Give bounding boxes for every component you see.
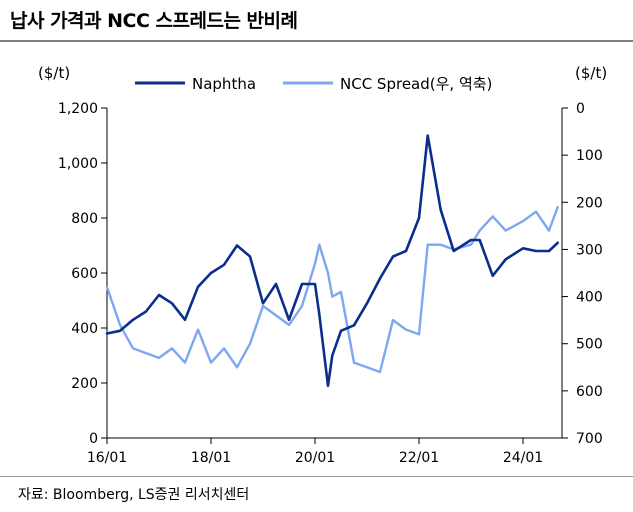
left-tick-label: 0: [89, 431, 98, 447]
right-axis-ticks: 0 100 200 300 400 500 600 700: [562, 101, 603, 447]
series-line-naphtha: [105, 134, 560, 388]
left-axis-ticks: 0 200 400 600 800 1,000 1,200: [58, 101, 107, 447]
left-tick-label: 800: [71, 211, 98, 227]
left-tick-label: 200: [71, 376, 98, 392]
right-tick-label: 0: [576, 101, 585, 117]
source-note: 자료: Bloomberg, LS증권 리서치센터: [18, 487, 250, 503]
legend: Naphtha NCC Spread(우, 역축): [135, 75, 492, 93]
legend-label-spread: NCC Spread(우, 역축): [340, 75, 492, 93]
x-tick-label: 22/01: [399, 450, 439, 466]
right-tick-label: 100: [576, 148, 603, 164]
x-tick-label: 20/01: [295, 450, 335, 466]
left-tick-label: 1,200: [58, 101, 98, 117]
x-tick-label: 16/01: [87, 450, 127, 466]
series-line-ncc-spread: [105, 205, 559, 374]
chart-svg: ($/t) ($/t) Naphtha NCC Spread(우, 역축) 0 2…: [38, 64, 607, 466]
right-tick-label: 400: [576, 290, 603, 306]
x-tick-label: 18/01: [191, 450, 231, 466]
left-tick-label: 400: [71, 321, 98, 337]
left-axis-unit: ($/t): [38, 64, 70, 82]
legend-label-naphtha: Naphtha: [192, 75, 256, 93]
source-divider: [0, 476, 633, 477]
right-tick-label: 200: [576, 195, 603, 211]
left-tick-label: 600: [71, 266, 98, 282]
series-layer: [105, 134, 560, 388]
x-axis-ticks: 16/01 18/01 20/01 22/01 24/01: [87, 438, 543, 466]
right-tick-label: 500: [576, 337, 603, 353]
right-tick-label: 600: [576, 384, 603, 400]
chart-title: 납사 가격과 NCC 스프레드는 반비례: [10, 10, 298, 32]
right-axis-unit: ($/t): [575, 64, 607, 82]
right-tick-label: 700: [576, 431, 603, 447]
left-tick-label: 1,000: [58, 156, 98, 172]
right-tick-label: 300: [576, 242, 603, 258]
title-divider: [0, 40, 633, 42]
x-tick-label: 24/01: [503, 450, 543, 466]
